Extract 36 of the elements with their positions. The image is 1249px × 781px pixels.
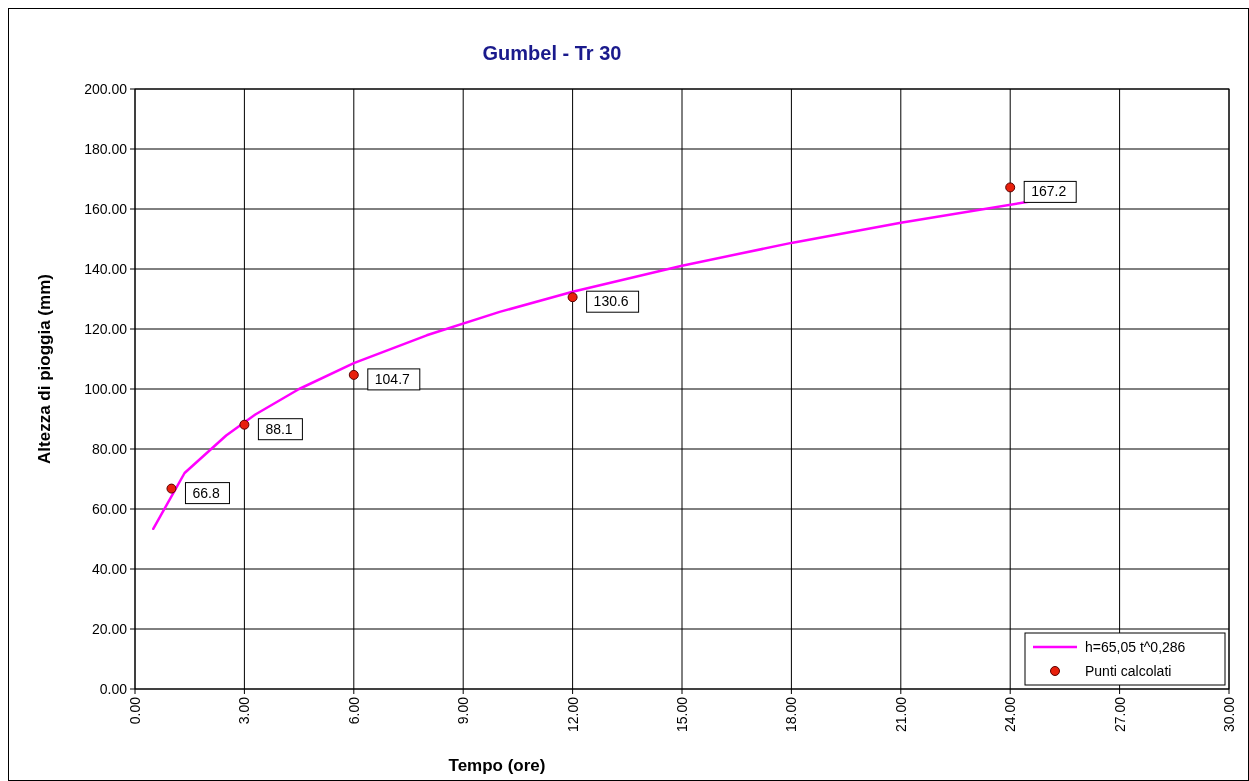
x-tick-label: 21.00	[892, 696, 909, 733]
legend-label: h=65,05 t^0,286	[1085, 638, 1186, 655]
data-label: 66.8	[192, 484, 220, 501]
x-tick-label: 12.00	[564, 696, 581, 733]
chart-title: Gumbel - Tr 30	[482, 42, 622, 64]
point	[1005, 182, 1016, 193]
y-tick-label: 0.00	[99, 680, 128, 697]
y-tick-label: 160.00	[84, 200, 128, 217]
y-tick-label: 120.00	[84, 320, 128, 337]
x-tick-label: 6.00	[345, 696, 362, 725]
y-tick-label: 80.00	[91, 440, 128, 457]
x-tick-label: 15.00	[673, 696, 690, 733]
y-tick-label: 200.00	[84, 80, 128, 97]
point	[166, 483, 177, 494]
point	[567, 292, 578, 303]
x-tick-label: 18.00	[783, 696, 800, 733]
data-label: 104.7	[374, 370, 411, 387]
x-tick-label: 9.00	[455, 696, 472, 725]
x-tick-label: 24.00	[1002, 696, 1019, 733]
y-tick-label: 60.00	[91, 500, 128, 517]
y-tick-label: 20.00	[91, 620, 128, 637]
y-tick-label: 180.00	[84, 140, 128, 157]
x-tick-label: 30.00	[1220, 696, 1237, 733]
y-axis-title: Altezza di pioggia (mm)	[35, 274, 54, 464]
y-tick-label: 140.00	[84, 260, 128, 277]
y-tick-label: 40.00	[91, 560, 128, 577]
x-axis-title: Tempo (ore)	[448, 756, 546, 775]
x-tick-label: 3.00	[236, 696, 253, 725]
data-label: 167.2	[1031, 183, 1067, 200]
point	[348, 369, 359, 380]
x-tick-label: 27.00	[1111, 696, 1128, 733]
legend-label: Punti calcolati	[1085, 662, 1172, 679]
data-label: 88.1	[265, 420, 293, 437]
y-tick-label: 100.00	[84, 380, 128, 397]
point	[239, 419, 250, 430]
data-label: 130.6	[593, 293, 629, 310]
